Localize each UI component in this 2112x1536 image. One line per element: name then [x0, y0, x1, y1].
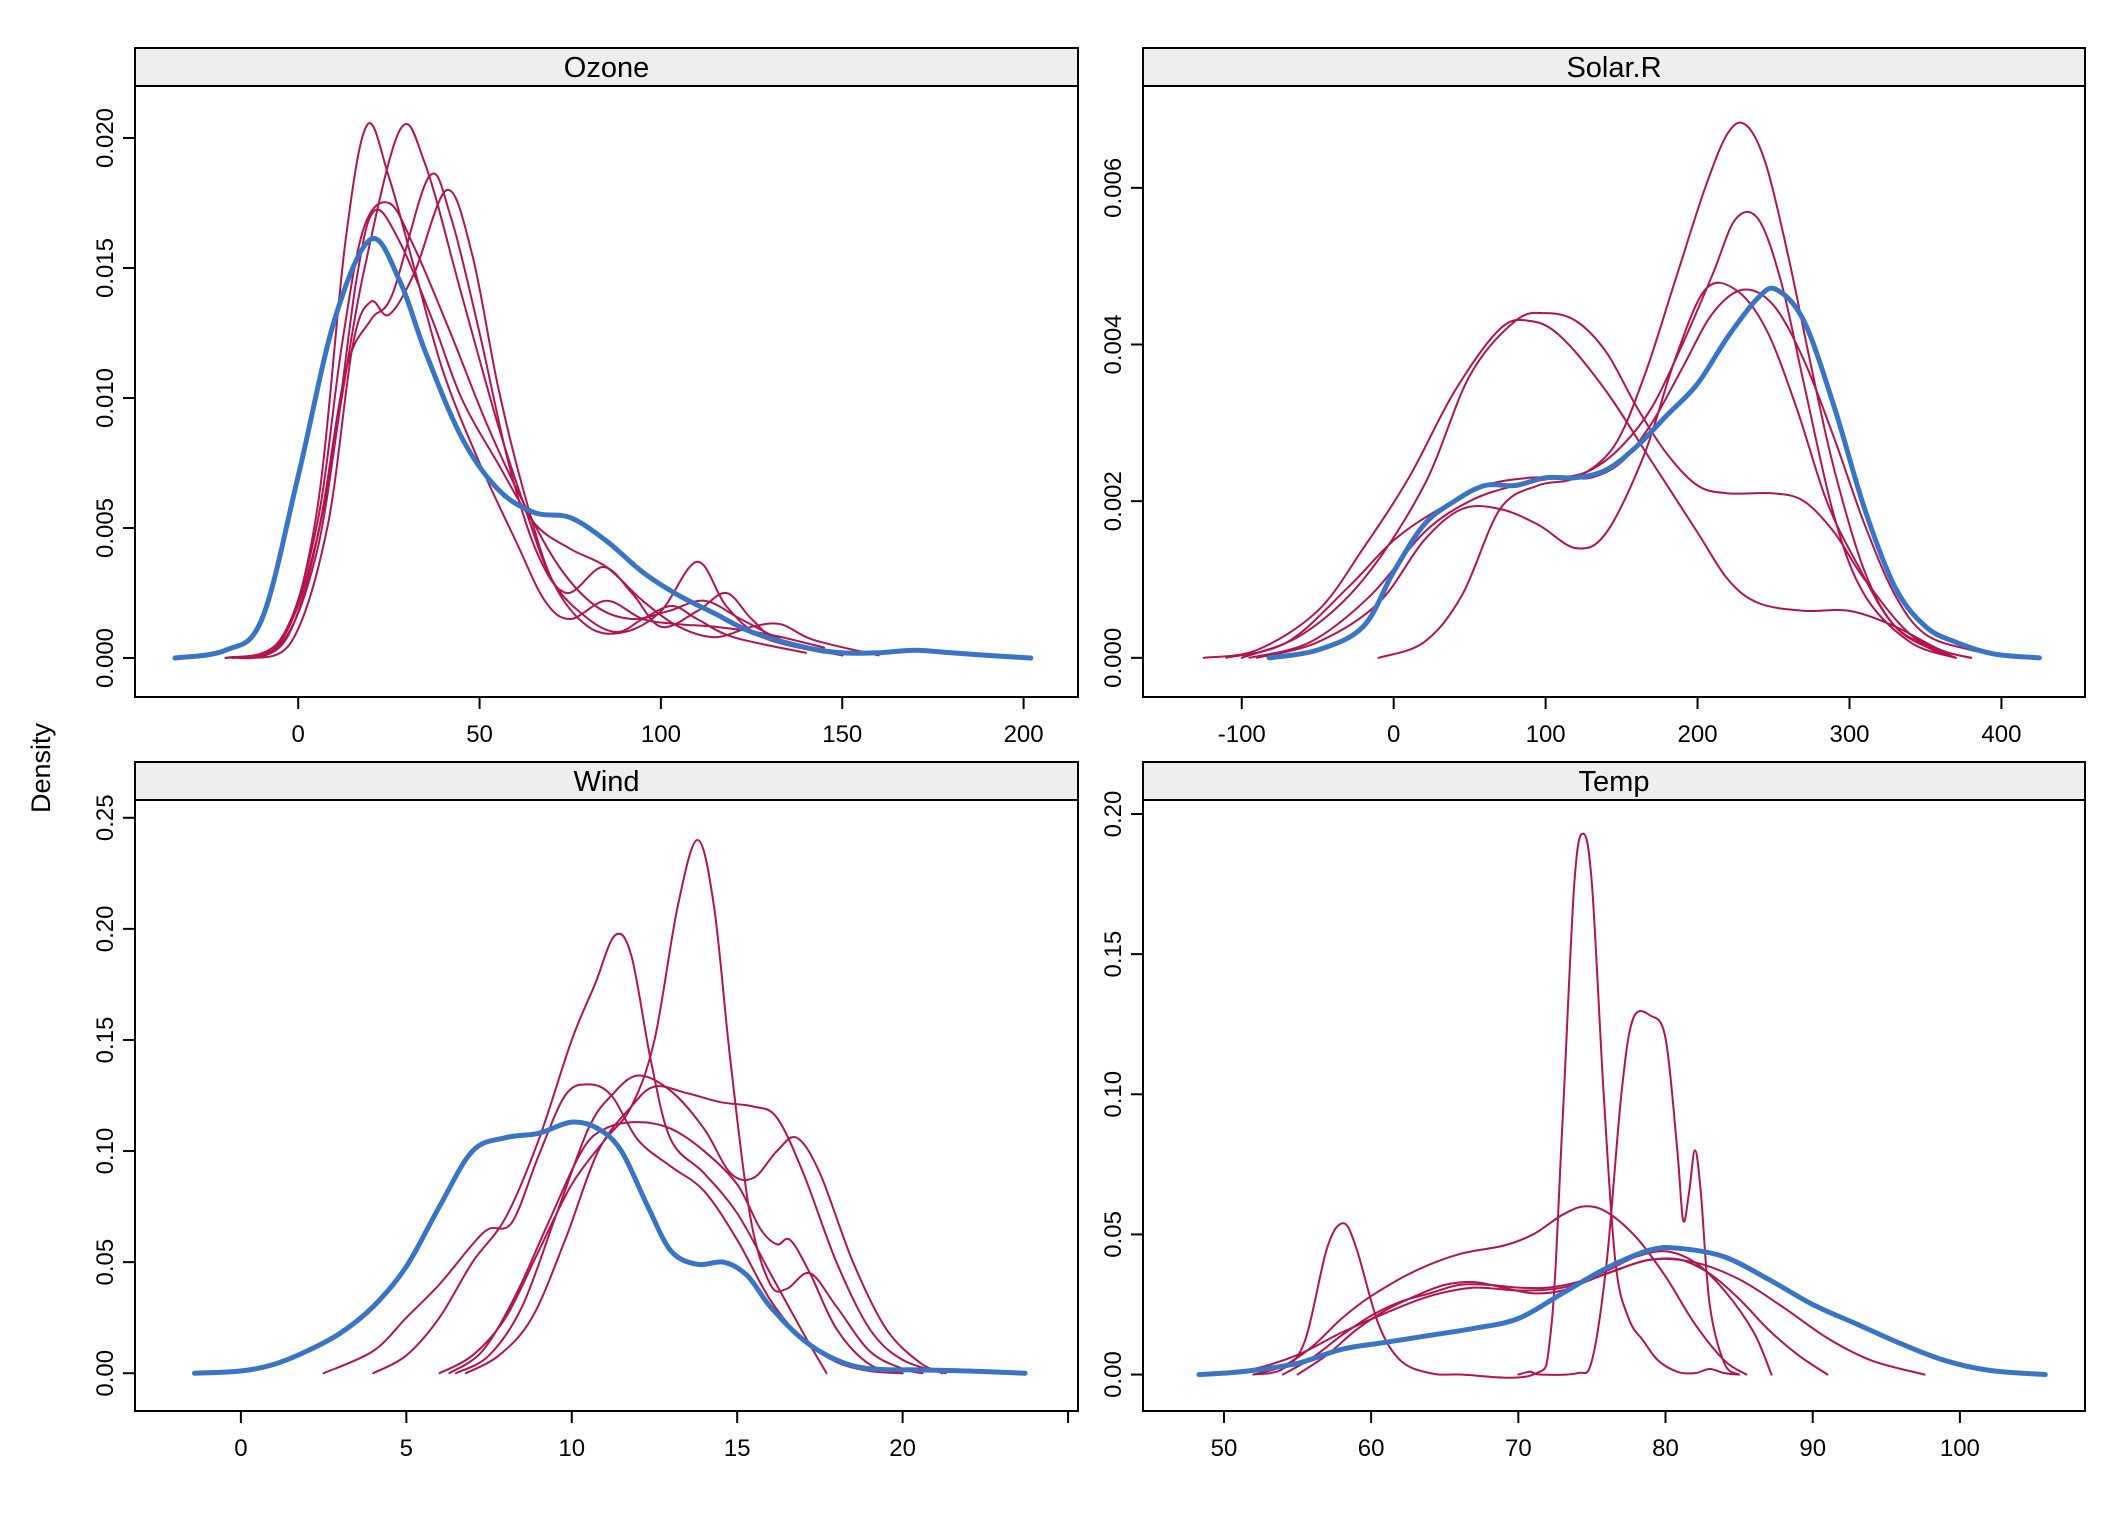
panel-strip: [134, 47, 1079, 87]
panel-solar-r: Solar.R -100 0 100 200 300 400 0.000 0.002 0.004 0…: [1100, 47, 2086, 748]
x-tick-label: 15: [724, 1435, 751, 1462]
x-tick-label: 100: [641, 721, 681, 748]
x-tick-label: 0: [1387, 721, 1400, 748]
y-tick-label: 0.05: [1100, 1211, 1127, 1258]
imputed-density-line: [464, 1085, 947, 1375]
x-tick-label: 200: [1678, 721, 1718, 748]
x-tick-label: 5: [400, 1435, 413, 1462]
y-tick-label: 0.00: [1100, 1351, 1127, 1398]
x-tick-label: 0: [234, 1435, 247, 1462]
y-tick-label: 0.25: [92, 794, 119, 841]
y-tick-label: 0.20: [92, 906, 119, 953]
x-tick-label: 100: [1940, 1435, 1980, 1462]
imputed-density-line: [372, 932, 828, 1375]
imputed-density-line: [1240, 311, 1957, 659]
panel-title: Ozone: [564, 52, 649, 84]
x-tick-label: 80: [1652, 1435, 1679, 1462]
y-tick-label: 0.15: [92, 1017, 119, 1064]
panel-strip: [1142, 47, 2086, 87]
y-tick-label: 0.006: [1100, 158, 1127, 218]
x-tick-label: 300: [1829, 721, 1869, 748]
x-tick-label: 60: [1358, 1435, 1385, 1462]
y-tick-label: 0.000: [92, 628, 119, 688]
plot-area: [1142, 85, 2086, 698]
plot-area: [134, 85, 1079, 698]
x-tick-label: 50: [1211, 1435, 1238, 1462]
x-tick-label: 10: [558, 1435, 585, 1462]
panel-title: Temp: [1579, 766, 1650, 798]
x-tick-label: 150: [822, 721, 862, 748]
x-tick-label: -100: [1218, 721, 1266, 748]
imputed-density-line: [1377, 121, 1957, 659]
observed-density-line: [1196, 1244, 2048, 1378]
imputed-density-line: [242, 188, 826, 659]
imputed-density-line: [1208, 1257, 1926, 1376]
y-tick-label: 0.20: [1100, 791, 1127, 838]
y-tick-label: 0.00: [92, 1350, 119, 1397]
observed-density-line: [172, 236, 1034, 661]
y-tick-label: 0.002: [1100, 471, 1127, 531]
observed-density-line: [1266, 285, 2042, 661]
series-group: [172, 122, 1034, 661]
imputed-density-line: [1252, 832, 1741, 1379]
imputed-density-line: [1296, 1257, 1829, 1376]
imputed-density-line: [438, 838, 924, 1375]
imputed-density-line: [231, 172, 844, 659]
imputed-density-line: [448, 1121, 904, 1375]
series-group: [192, 838, 1028, 1376]
y-tick-label: 0.05: [92, 1239, 119, 1286]
x-tick-label: 100: [1526, 721, 1566, 748]
imputed-density-line: [1248, 288, 2018, 659]
plot-area: [1142, 799, 2086, 1412]
y-tick-label: 0.020: [92, 108, 119, 168]
imputed-density-line: [1202, 318, 1973, 659]
observed-density-line: [192, 1119, 1028, 1376]
imputed-density-line: [1255, 281, 1973, 659]
imputed-density-line: [224, 122, 807, 659]
panel-temp: Temp 50 60 70 80 90 100 0.00 0.05 0.10 0.15 0.20: [1100, 761, 2086, 1462]
y-tick-label: 0.000: [1100, 628, 1127, 688]
y-tick-label: 0.015: [92, 238, 119, 298]
imputed-density-line: [224, 201, 844, 659]
x-tick-label: 70: [1505, 1435, 1532, 1462]
x-tick-label: 200: [1004, 721, 1044, 748]
panel-wind: Wind 0 5 10 15 20 0.00 0.05 0.10 0.15 0.20 0.25: [92, 761, 1079, 1462]
imputed-density-line: [224, 122, 826, 660]
y-tick-label: 0.10: [1100, 1071, 1127, 1118]
y-tick-label: 0.005: [92, 498, 119, 558]
imputed-density-line: [1252, 1205, 1748, 1376]
imputed-density-line: [454, 1074, 944, 1375]
y-tick-label: 0.10: [92, 1128, 119, 1175]
panel-ozone: Ozone 0 50 100 150 200 0.000 0.005 0.010 0.015 0.0…: [92, 47, 1079, 748]
plot-area: [134, 799, 1079, 1412]
x-tick-label: 20: [889, 1435, 916, 1462]
y-axis-label: Density: [26, 722, 56, 813]
series-group: [1202, 121, 2042, 661]
imputed-density-line: [1225, 210, 1957, 659]
imputed-density-line: [1517, 1010, 1741, 1376]
panel-title: Wind: [573, 766, 639, 798]
x-tick-label: 90: [1799, 1435, 1826, 1462]
x-tick-label: 0: [292, 721, 305, 748]
y-tick-label: 0.004: [1100, 314, 1127, 374]
panel-title: Solar.R: [1566, 52, 1661, 84]
x-tick-label: 400: [1981, 721, 2021, 748]
series-group: [1196, 832, 2048, 1379]
y-tick-label: 0.15: [1100, 931, 1127, 978]
y-tick-label: 0.010: [92, 368, 119, 428]
x-tick-label: 50: [466, 721, 493, 748]
imputed-density-line: [1281, 1250, 1773, 1376]
